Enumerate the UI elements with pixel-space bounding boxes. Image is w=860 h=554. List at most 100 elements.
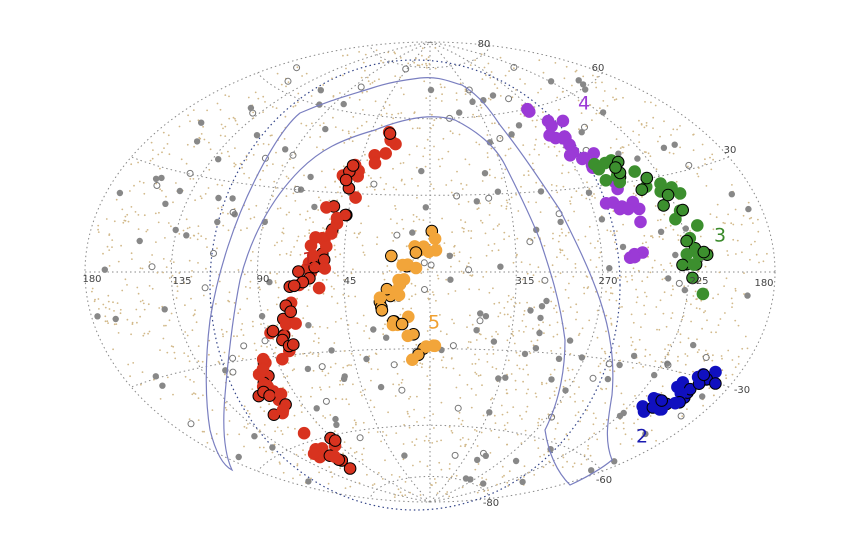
faint-source (504, 154, 507, 157)
faint-source (638, 141, 641, 144)
faint-source (361, 244, 364, 247)
faint-source (295, 453, 298, 456)
source-groups (252, 102, 722, 475)
faint-source (233, 335, 235, 338)
faint-source (634, 348, 637, 351)
faint-source (385, 183, 387, 185)
faint-source (710, 168, 713, 171)
faint-source (458, 203, 460, 206)
faint-source (490, 429, 493, 432)
faint-source (146, 229, 149, 231)
faint-source (197, 345, 200, 347)
faint-source (475, 141, 478, 144)
faint-source (194, 199, 197, 202)
faint-source (658, 235, 661, 238)
faint-source (268, 403, 270, 406)
gray-source (161, 306, 168, 313)
faint-source (539, 211, 542, 214)
gray-source (446, 252, 453, 259)
faint-source (292, 105, 295, 108)
faint-source (126, 213, 129, 216)
open-source (318, 363, 326, 371)
faint-source (697, 175, 700, 178)
open-source (427, 261, 435, 269)
faint-source (668, 151, 671, 154)
faint-source (527, 388, 529, 391)
group-source (556, 114, 570, 128)
faint-source (223, 351, 226, 354)
faint-source (567, 369, 570, 372)
faint-source (364, 69, 366, 72)
faint-source (393, 51, 396, 54)
faint-source (484, 232, 487, 235)
faint-source (162, 131, 165, 134)
group-source (691, 219, 704, 232)
open-source (420, 259, 428, 267)
faint-source (496, 483, 498, 486)
faint-source (721, 369, 724, 372)
faint-source (276, 72, 279, 75)
faint-source (202, 394, 204, 397)
faint-source (271, 106, 274, 108)
faint-source (274, 430, 276, 433)
faint-source (275, 107, 278, 109)
gray-source (322, 125, 329, 133)
faint-source (562, 385, 565, 388)
faint-source (462, 272, 465, 274)
faint-source (224, 406, 227, 409)
faint-source (271, 134, 273, 137)
faint-source (299, 474, 301, 476)
faint-source (228, 155, 231, 158)
faint-source (395, 432, 398, 434)
faint-source (602, 100, 605, 102)
faint-source (692, 370, 694, 373)
faint-source (419, 362, 422, 364)
faint-source (137, 214, 140, 216)
faint-source (342, 452, 344, 455)
faint-source (104, 320, 107, 323)
gray-source (198, 119, 205, 126)
faint-source (248, 208, 250, 211)
faint-source (488, 214, 491, 216)
gray-source (744, 292, 751, 299)
faint-source (421, 63, 424, 66)
gray-source (490, 338, 498, 345)
faint-source (679, 333, 682, 336)
faint-source (663, 291, 666, 294)
faint-source (318, 196, 320, 199)
faint-source (510, 196, 513, 199)
faint-source (615, 248, 617, 251)
faint-source (715, 216, 718, 219)
faint-source (361, 124, 363, 127)
faint-source (559, 248, 561, 251)
faint-source (139, 267, 142, 270)
faint-source (139, 300, 142, 303)
gray-source (112, 315, 119, 323)
group-source (563, 149, 577, 162)
faint-source (497, 333, 499, 336)
faint-source (414, 230, 417, 232)
faint-source (555, 311, 558, 314)
gray-source (313, 405, 320, 412)
faint-source (183, 352, 186, 354)
faint-source (321, 279, 324, 281)
faint-source (402, 307, 404, 310)
faint-source (211, 409, 214, 411)
faint-source (343, 441, 346, 443)
faint-source (461, 188, 464, 190)
faint-source (511, 96, 514, 99)
faint-source (151, 157, 154, 160)
faint-source (551, 264, 554, 267)
faint-source (630, 344, 633, 347)
faint-source (498, 436, 500, 439)
faint-source (445, 278, 448, 281)
gray-source (665, 275, 672, 282)
faint-source (536, 339, 539, 342)
parallel (131, 156, 729, 196)
faint-source (491, 366, 494, 368)
faint-source (137, 161, 140, 164)
faint-source (510, 298, 513, 301)
gray-source (477, 310, 484, 317)
faint-source (585, 197, 588, 200)
faint-source (580, 112, 583, 114)
